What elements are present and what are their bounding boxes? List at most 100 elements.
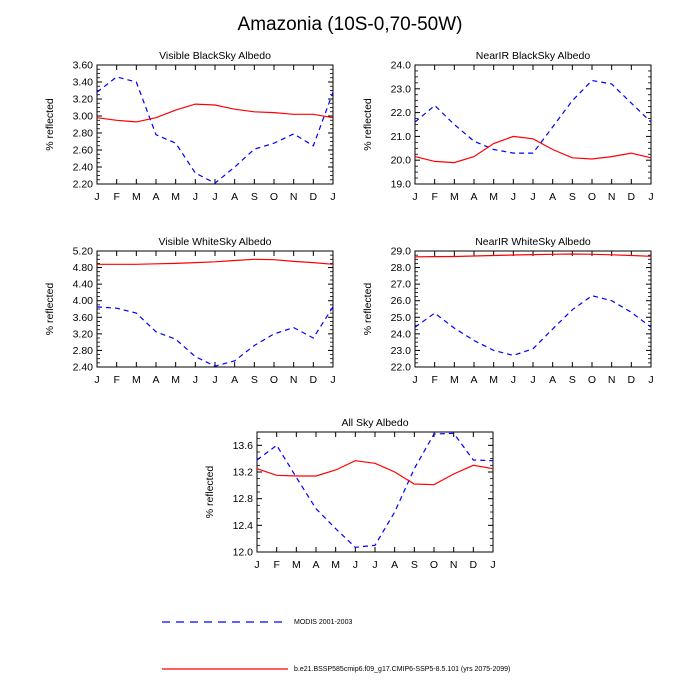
y-tick-label: 21.0 <box>391 131 412 143</box>
y-tick-label: 24.0 <box>391 328 412 340</box>
x-tick-label: F <box>113 374 119 386</box>
x-tick-label: J <box>212 374 217 386</box>
chart-1: Visible BlackSky Albedo % reflected 2.20 2.… <box>44 50 336 203</box>
x-tick-label: A <box>152 374 159 386</box>
y-tick-label: 2.60 <box>73 145 94 157</box>
y-tick-label: 23.0 <box>391 83 412 95</box>
chart-2: NearIR BlackSky Albedo % reflected 19.0 20.… <box>362 50 654 203</box>
y-tick-label: 22.0 <box>391 107 412 119</box>
series-model-line <box>414 135 652 164</box>
y-tick-label: 3.00 <box>73 111 94 123</box>
chart-title: Visible BlackSky Albedo <box>159 50 271 62</box>
x-tick-label: A <box>231 374 238 386</box>
x-tick-label: M <box>171 374 180 386</box>
x-tick-label: J <box>212 191 217 203</box>
x-tick-label: J <box>193 191 198 203</box>
y-axis-label: % reflected <box>362 98 374 151</box>
chart-5: All Sky Albedo % reflected 12.0 12.4 12.8 13.… <box>204 417 496 571</box>
chart-title: NearIR WhiteSky Albedo <box>475 236 591 248</box>
x-tick-label: M <box>489 191 498 203</box>
x-tick-label: D <box>470 559 478 571</box>
y-tick-label: 25.0 <box>391 312 412 324</box>
x-tick-label: J <box>490 559 495 571</box>
x-tick-label: D <box>310 374 318 386</box>
x-tick-label: M <box>450 374 459 386</box>
series-model-line <box>96 103 334 123</box>
x-tick-label: J <box>94 191 99 203</box>
y-tick-label: 5.20 <box>73 246 94 258</box>
x-tick-label: S <box>251 191 258 203</box>
plot-frame <box>414 250 652 368</box>
x-tick-label: A <box>231 191 238 203</box>
x-tick-label: O <box>270 191 278 203</box>
x-tick-label: J <box>254 559 259 571</box>
x-tick-label: J <box>330 191 335 203</box>
series-model-line <box>97 258 334 265</box>
y-tick-label: 12.4 <box>233 520 254 532</box>
y-tick-label: 3.20 <box>73 328 94 340</box>
x-tick-label: J <box>193 374 198 386</box>
y-axis-label: % reflected <box>44 98 56 151</box>
x-tick-label: M <box>132 374 141 386</box>
x-tick-label: J <box>412 191 417 203</box>
series-modis-line <box>414 295 652 357</box>
x-tick-label: S <box>569 374 576 386</box>
x-tick-label: S <box>411 559 418 571</box>
x-tick-label: N <box>608 374 616 386</box>
chart-4: NearIR WhiteSky Albedo % reflected 22.0 23.… <box>362 236 654 386</box>
y-tick-label: 23.0 <box>391 345 412 357</box>
chart-title: All Sky Albedo <box>341 417 408 429</box>
x-tick-label: N <box>290 374 298 386</box>
y-tick-label: 27.0 <box>391 279 412 291</box>
y-tick-label: 28.0 <box>391 262 412 274</box>
x-tick-label: J <box>412 374 417 386</box>
plot-frame <box>256 431 494 553</box>
y-tick-label: 13.2 <box>233 467 254 479</box>
x-tick-label: S <box>569 191 576 203</box>
y-tick-label: 2.40 <box>73 362 94 374</box>
y-tick-label: 3.60 <box>73 60 94 72</box>
x-tick-label: M <box>450 191 459 203</box>
y-tick-label: 13.6 <box>233 440 254 452</box>
x-tick-label: J <box>530 374 535 386</box>
x-tick-label: O <box>430 559 438 571</box>
plot-frame <box>414 64 652 185</box>
series-modis-line <box>96 306 334 367</box>
x-tick-label: J <box>330 374 335 386</box>
y-axis-label: % reflected <box>204 466 216 519</box>
y-tick-label: 22.0 <box>391 362 412 374</box>
chart-title: Visible WhiteSky Albedo <box>158 236 271 248</box>
x-tick-label: N <box>450 559 458 571</box>
x-tick-label: A <box>549 191 556 203</box>
x-tick-label: M <box>292 559 301 571</box>
x-tick-label: M <box>132 191 141 203</box>
y-tick-label: 3.40 <box>73 77 94 89</box>
x-tick-label: M <box>331 559 340 571</box>
y-tick-label: 12.8 <box>233 493 254 505</box>
x-tick-label: O <box>588 374 596 386</box>
y-tick-label: 4.00 <box>73 295 94 307</box>
x-tick-label: J <box>94 374 99 386</box>
legend-modis-line <box>162 621 288 623</box>
x-tick-label: J <box>511 374 516 386</box>
x-tick-label: O <box>270 374 278 386</box>
x-tick-label: D <box>310 191 318 203</box>
y-tick-label: 20.0 <box>391 155 412 167</box>
x-tick-label: J <box>648 191 653 203</box>
legend-model-label: b.e21.BSSP585cmip6.f09_g17.CMIP6-SSP5-8.… <box>294 666 511 673</box>
legend-model-line <box>162 668 288 670</box>
x-tick-label: F <box>113 191 119 203</box>
y-tick-label: 3.20 <box>73 94 94 106</box>
chart-3: Visible WhiteSky Albedo % reflected 2.40 2.… <box>44 236 336 386</box>
x-tick-label: J <box>353 559 358 571</box>
figure-title: Amazonia (10S-0,70-50W) <box>237 14 463 35</box>
series-model-line <box>414 253 652 258</box>
y-tick-label: 2.20 <box>73 179 94 191</box>
y-tick-label: 26.0 <box>391 295 412 307</box>
plot-frame <box>96 64 334 185</box>
x-tick-label: A <box>470 191 477 203</box>
x-tick-label: F <box>273 559 279 571</box>
x-tick-label: N <box>290 191 298 203</box>
x-tick-label: O <box>588 191 596 203</box>
series-modis-line <box>256 432 494 548</box>
